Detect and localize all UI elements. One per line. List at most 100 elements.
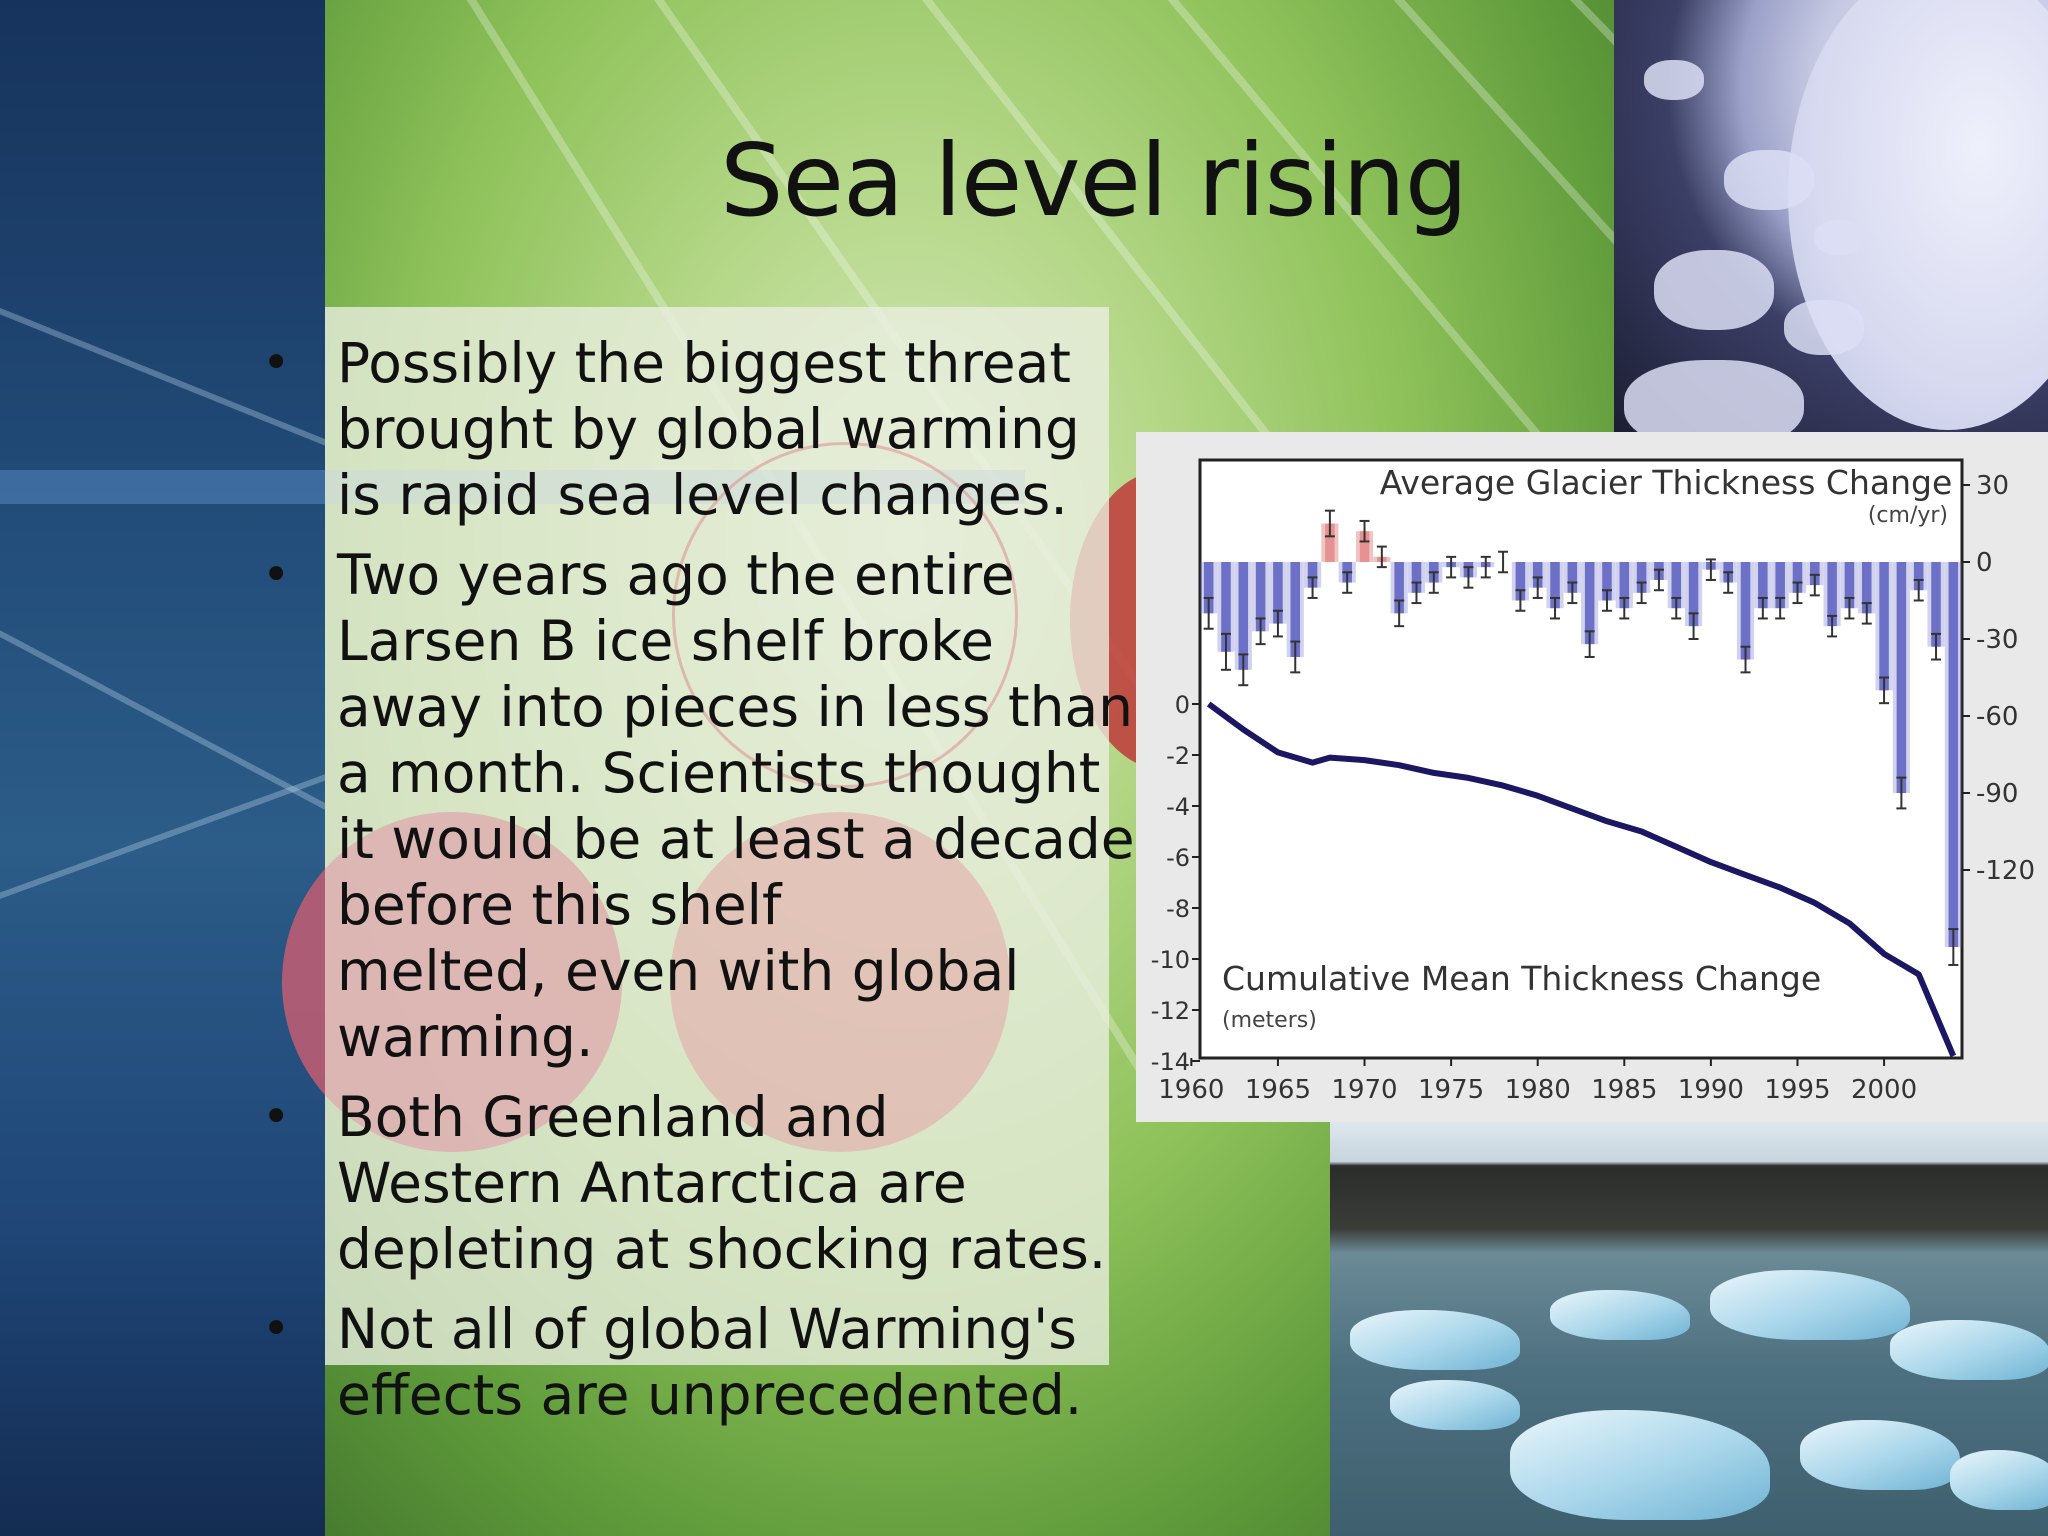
bar (1792, 562, 1803, 593)
antarctic-ice-photo (1614, 0, 2048, 432)
bullet-item: • Not all of global Warming's effects ar… (0, 1296, 1140, 1428)
ice-shelf-shape (1788, 0, 2048, 430)
bar (1758, 562, 1768, 609)
right-tick-label: 0 (1976, 548, 1993, 578)
left-tick-label: -2 (1166, 742, 1190, 770)
secondary-unit: (meters) (1222, 1008, 1317, 1033)
bullet-dot: • (262, 547, 291, 603)
decorative-circle (670, 812, 1010, 1152)
bar (1325, 523, 1335, 562)
iceberg (1390, 1380, 1520, 1430)
right-tick-label: -90 (1976, 779, 2018, 809)
iceberg (1350, 1310, 1520, 1370)
x-tick-label: 1990 (1678, 1075, 1744, 1105)
bar (1255, 562, 1266, 632)
axes-layer: 1960 1965 1970 1975 1980 1985 1990 1995 2000 30 0 -… (1151, 471, 2035, 1105)
bar (1827, 562, 1837, 627)
bars-layer (1200, 509, 1962, 966)
left-tick-label: -4 (1166, 793, 1190, 821)
bullet-dot: • (262, 335, 291, 391)
bar (1238, 562, 1249, 670)
right-tick-label: -60 (1976, 702, 2018, 732)
bullet-text: Possibly the biggest threat brought by g… (337, 331, 1080, 527)
bar (1411, 562, 1422, 593)
line-layer (1206, 701, 1957, 1058)
ice-floe (1624, 360, 1804, 432)
left-tick-label: -8 (1166, 895, 1190, 923)
bar (1307, 562, 1318, 588)
bar (1948, 562, 1959, 947)
text-panel (325, 307, 1109, 1365)
x-tick-label: 1995 (1764, 1075, 1830, 1105)
bar (1810, 562, 1820, 586)
bar (1931, 562, 1941, 647)
x-tick-label: 1960 (1158, 1075, 1224, 1105)
bullet-text: Two years ago the entire Larsen B ice sh… (337, 543, 1135, 1069)
x-tick-label: 1970 (1331, 1075, 1397, 1105)
bar (1394, 562, 1404, 614)
cumulative-line (1206, 701, 1957, 1058)
bar (1273, 562, 1283, 624)
decorative-circle (282, 812, 622, 1152)
bar (1532, 562, 1543, 588)
ice-floe (1654, 250, 1774, 330)
bullet-item: • Two years ago the entire Larsen B ice … (0, 542, 1140, 1070)
bar (1602, 562, 1612, 601)
x-tick-label: 1965 (1245, 1075, 1311, 1105)
bar (1221, 562, 1231, 652)
bar (1896, 562, 1907, 793)
bullet-list: • Possibly the biggest threat brought by… (0, 330, 1140, 1442)
bar (1550, 562, 1560, 609)
floating-icebergs-photo (1330, 1120, 2048, 1536)
ice-floe (1724, 150, 1814, 210)
chart-title: Average Glacier Thickness Change (1380, 463, 1953, 502)
iceberg (1890, 1320, 2048, 1380)
ice-floe (1784, 300, 1864, 355)
bullet-text: Not all of global Warming's effects are … (337, 1297, 1083, 1427)
bar (1515, 562, 1526, 601)
x-tick-label: 2000 (1851, 1075, 1917, 1105)
bar (1671, 562, 1682, 609)
ice-floe (1644, 60, 1704, 100)
decorative-circle-outline (672, 442, 1018, 788)
secondary-title: Cumulative Mean Thickness Change (1222, 959, 1821, 998)
bar (1584, 562, 1595, 645)
left-tick-label: -12 (1151, 997, 1190, 1025)
bullet-dot: • (262, 1089, 291, 1145)
bar (1879, 562, 1889, 691)
bar (1203, 562, 1214, 614)
blue-background-panel (0, 0, 325, 1536)
bullet-text: Both Greenland and Western Antarctica ar… (337, 1085, 1107, 1281)
bar (1290, 562, 1301, 657)
iceberg (1800, 1420, 1960, 1490)
bullet-item: • Both Greenland and Western Antarctica … (0, 1084, 1140, 1282)
bar (1688, 562, 1699, 627)
bullet-dot: • (262, 1301, 291, 1357)
left-tick-label: -10 (1151, 946, 1190, 974)
glacier-chart-svg: 1960 1965 1970 1975 1980 1985 1990 1995 2000 30 0 -… (1151, 458, 2035, 1105)
right-tick-label: -120 (1976, 856, 2035, 886)
bar (1913, 562, 1924, 591)
chart-title-unit: (cm/yr) (1868, 503, 1948, 528)
left-tick-label: 0 (1175, 691, 1190, 719)
bar (1359, 531, 1370, 562)
bar (1775, 562, 1785, 609)
iceberg (1710, 1270, 1910, 1340)
bar (1740, 562, 1751, 660)
right-tick-label: -30 (1976, 625, 2018, 655)
x-tick-label: 1975 (1418, 1075, 1484, 1105)
bullet-item: • Possibly the biggest threat brought by… (0, 330, 1140, 528)
iceberg (1950, 1450, 2048, 1510)
x-tick-label: 1980 (1505, 1075, 1571, 1105)
iceberg (1510, 1410, 1770, 1520)
right-tick-label: 30 (1976, 471, 2009, 501)
bar (1844, 562, 1855, 609)
left-tick-label: -14 (1151, 1048, 1190, 1076)
x-tick-label: 1985 (1591, 1075, 1657, 1105)
glacier-chart: 1960 1965 1970 1975 1980 1985 1990 1995 2000 30 0 -… (1136, 432, 2048, 1122)
left-tick-label: -6 (1166, 844, 1190, 872)
ice-floe (1814, 220, 1864, 255)
slide-title: Sea level rising (720, 122, 1468, 239)
iceberg (1550, 1290, 1690, 1340)
bar (1567, 562, 1578, 593)
